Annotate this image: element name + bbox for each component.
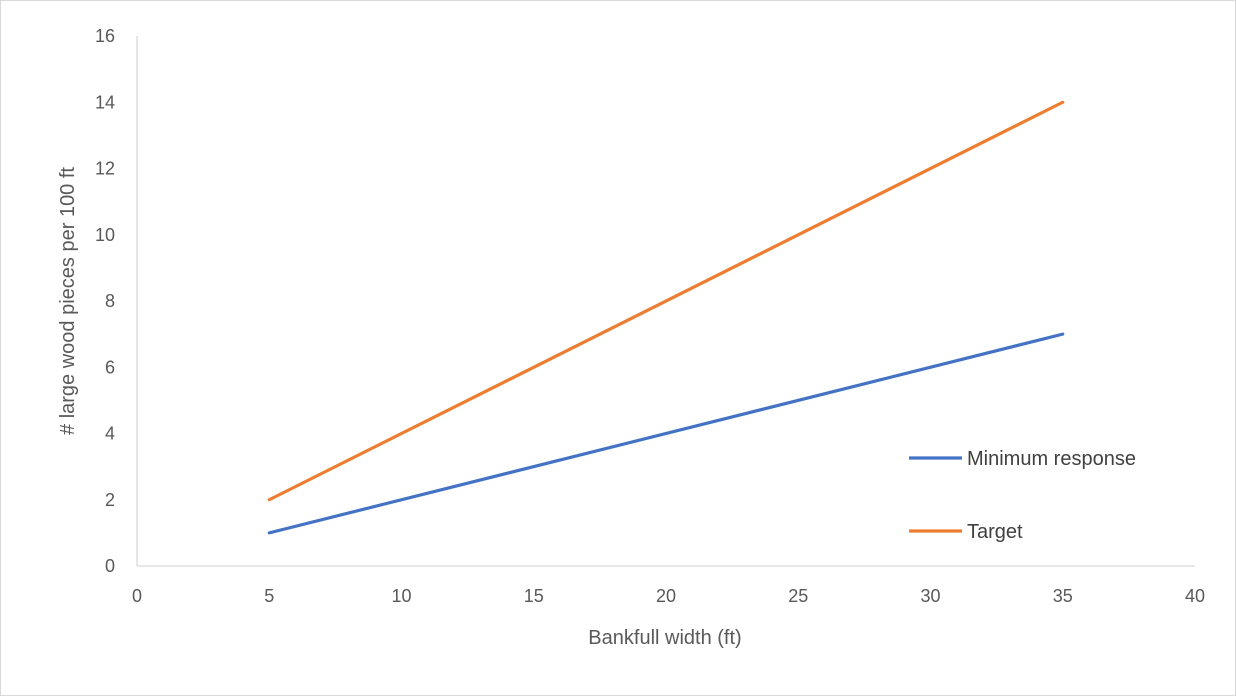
x-tick-label: 10 [391, 586, 411, 606]
series-line-1 [267, 100, 1065, 502]
x-tick-label: 35 [1053, 586, 1073, 606]
tick-labels: 0 5 10 15 20 25 30 35 40 0 2 4 6 8 10 12 14 16 [95, 26, 1205, 606]
x-tick-label: 15 [524, 586, 544, 606]
y-tick-label: 12 [95, 159, 115, 179]
y-tick-label: 8 [105, 291, 115, 311]
y-tick-label: 10 [95, 225, 115, 245]
x-tick-label: 5 [264, 586, 274, 606]
x-tick-label: 40 [1185, 586, 1205, 606]
legend-label-1: Target [967, 521, 1023, 543]
series-lines [267, 100, 1065, 535]
y-tick-label: 16 [95, 26, 115, 46]
y-axis-title: # large wood pieces per 100 ft [57, 167, 79, 435]
y-tick-label: 4 [105, 424, 115, 444]
y-tick-label: 14 [95, 92, 115, 112]
y-tick-label: 2 [105, 490, 115, 510]
x-tick-label: 30 [920, 586, 940, 606]
legend: Minimum response Target [909, 448, 1136, 543]
x-axis-title: Bankfull width (ft) [588, 627, 741, 649]
series-line-0 [267, 332, 1065, 535]
x-tick-label: 0 [132, 586, 142, 606]
legend-label-0: Minimum response [967, 448, 1136, 470]
x-tick-label: 20 [656, 586, 676, 606]
y-tick-label: 0 [105, 556, 115, 576]
x-tick-label: 25 [788, 586, 808, 606]
axes [136, 36, 1195, 567]
y-tick-label: 6 [105, 357, 115, 377]
